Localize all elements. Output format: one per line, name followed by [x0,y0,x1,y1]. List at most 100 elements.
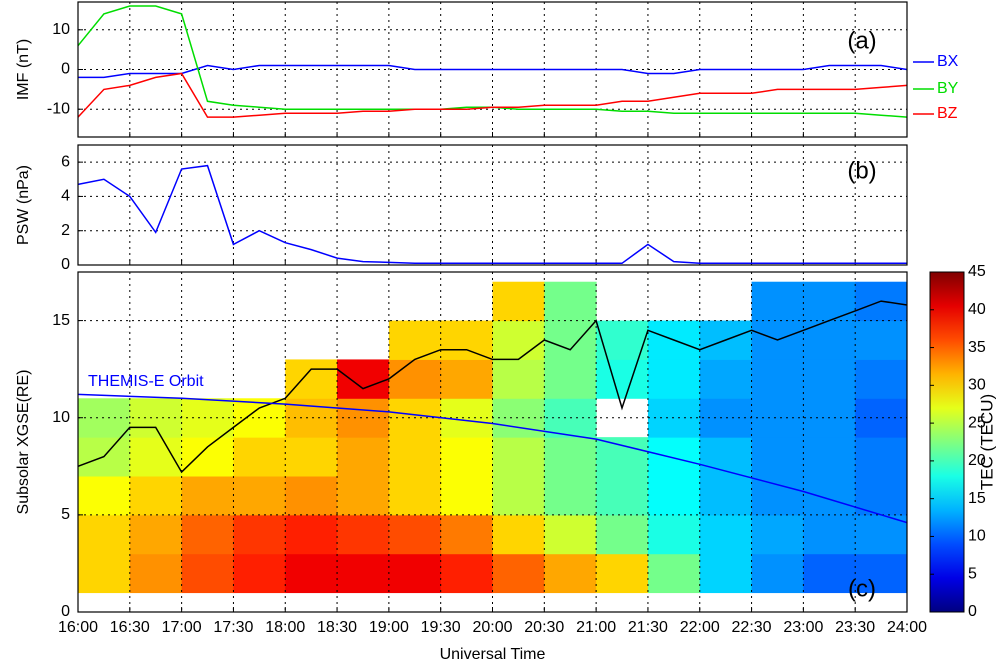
heatmap-cell [440,320,493,360]
heatmap-cell [388,320,442,360]
heatmap-cell [596,514,649,555]
heatmap-cell [699,553,753,594]
panel: 0 2 4 6 (b) PSW (nPa) [15,144,908,273]
colorbar-tick-label: 20 [968,452,986,469]
heatmap-cell [492,398,545,438]
heatmap-cell [78,553,131,594]
heatmap-cell [285,476,338,516]
heatmap-cell [751,281,804,322]
heatmap-cell [699,359,753,399]
x-tick-label: 24:00 [887,619,927,636]
colorbar-tick-label: 30 [968,377,986,394]
data-line [77,72,908,118]
y-tick-label: 10 [52,21,70,38]
heatmap-cell [855,476,908,516]
heatmap-cell [544,281,597,322]
heatmap-cell [337,437,390,477]
heatmap-cell [181,437,234,477]
heatmap-cell [233,553,286,594]
heatmap-cell [285,514,338,555]
heatmap-cell [855,320,908,360]
plot-frame [77,1,908,138]
x-tick-label: 18:00 [265,619,305,636]
heatmap-cell [129,476,183,516]
x-tick-label: 20:30 [524,619,564,636]
heatmap-cell [285,437,338,477]
heatmap-cell [337,514,390,555]
y-tick-label: 10 [52,409,70,426]
colorbar-tick-label: 45 [968,263,986,280]
heatmap-cell [751,514,804,555]
data-line [77,164,907,265]
heatmap-cell [285,359,338,399]
x-tick-label: 20:00 [472,619,512,636]
x-tick-label: 23:30 [835,619,875,636]
y-tick-label: 0 [61,603,70,620]
heatmap-cell [492,514,545,555]
heatmap-cell [647,514,701,555]
panel-label: (b) [847,157,876,184]
panel-label: (a) [847,27,876,54]
heatmap-cell [699,514,753,555]
heatmap-cell [855,359,908,399]
heatmap-cell [440,553,493,594]
heatmap-cell [129,437,183,477]
heatmap-cell [492,281,545,322]
heatmap-cell [596,476,649,516]
legend-label: BY [937,80,959,97]
data-line [77,300,908,474]
x-tick-label: 18:30 [317,619,357,636]
x-tick-label: 19:00 [369,619,409,636]
heatmap-cell [855,514,908,555]
heatmap-cell [492,320,545,360]
heatmap-cell [803,476,856,516]
heatmap-cell [78,514,131,555]
heatmap-cell [803,281,856,322]
x-tick-label: 22:30 [732,619,772,636]
heatmap-cell [544,553,597,594]
legend-label: BX [937,53,959,70]
heatmap-cell [337,359,390,399]
heatmap-cell [751,398,804,438]
heatmap-cell [803,553,856,594]
heatmap-cell [233,514,286,555]
y-tick-label: -10 [47,100,70,117]
heatmap-cell [388,514,442,555]
y-axis-label: PSW (nPa) [15,165,32,245]
x-tick-label: 17:30 [213,619,253,636]
heatmap-cell [492,476,545,516]
x-tick-label: 16:00 [58,619,98,636]
heatmap-cell [803,437,856,477]
heatmap-cell [699,476,753,516]
heatmap-cell [596,359,649,399]
heatmap-cell [855,437,908,477]
heatmap-cell [78,476,131,516]
colorbar-tick-label: 25 [968,414,986,431]
heatmap-cell [596,553,649,594]
y-tick-label: 0 [61,256,70,273]
heatmap-cell [544,320,597,360]
heatmap-cell [129,553,183,594]
heatmap-cell [855,553,908,594]
heatmap-cell [751,437,804,477]
data-line [77,393,908,524]
colorbar-tick-label: 35 [968,339,986,356]
plot-frame [77,271,908,613]
x-tick-label: 17:00 [162,619,202,636]
heatmap-cell [285,553,338,594]
heatmap-cell [544,476,597,516]
heatmap-cell [803,320,856,360]
y-tick-label: 0 [61,61,70,78]
y-tick-label: 6 [61,153,70,170]
panel: 16:00 16:30 17:00 17:30 18:00 18:30 19:00 19:30… [15,263,996,663]
plot-frame [77,144,908,266]
heatmap-cell [337,398,390,438]
heatmap-cell [233,476,286,516]
y-tick-label: 2 [61,222,70,239]
heatmap-cell [337,476,390,516]
heatmap-cell [544,359,597,399]
heatmap-cell [855,398,908,438]
heatmap-cell [751,476,804,516]
colorbar-tick-label: 40 [968,301,986,318]
heatmap-cell [388,476,442,516]
